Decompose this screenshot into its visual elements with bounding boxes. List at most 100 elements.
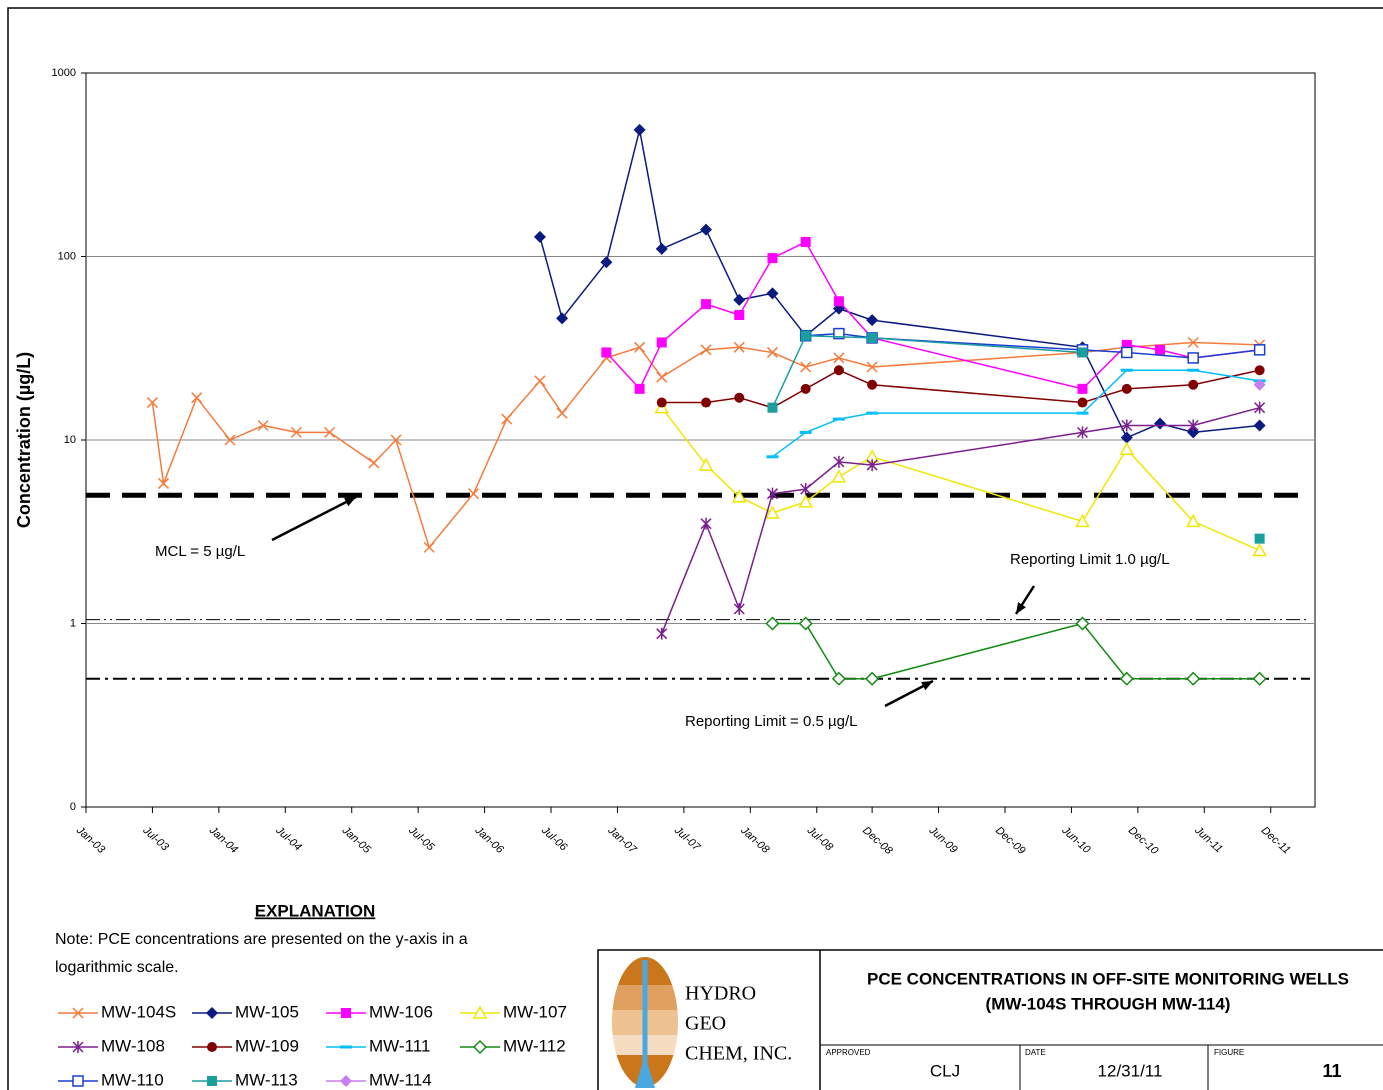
marker [146,397,158,409]
x-tick-label: Dec-08 [860,824,895,857]
marker [833,352,845,364]
marker [700,344,712,356]
marker [767,253,778,264]
marker [656,337,667,348]
marker [533,230,546,243]
marker [1121,346,1133,359]
x-tick-label: Jul-04 [273,824,304,854]
marker [1252,671,1267,686]
marker [1187,336,1199,349]
marker [1253,344,1266,356]
field-value: 12/31/11 [1098,1061,1163,1080]
marker [733,293,746,306]
marker [1119,671,1134,686]
x-tick-label: Jan-08 [738,824,772,857]
series-line [605,240,1260,391]
legend-entry: MW-105 [192,1002,299,1021]
marker [1120,431,1133,444]
y-tick-label: 0 [70,801,76,813]
marker [1077,383,1088,394]
annotation: Reporting Limit = 0.5 µg/L [685,713,858,730]
arrow-head [1016,602,1026,614]
field-label: DATE [1025,1048,1046,1057]
annotation: Reporting Limit 1.0 µg/L [1010,551,1170,568]
marker [765,505,780,519]
marker [472,1005,488,1019]
marker [1187,419,1199,432]
marker [798,494,813,508]
marker [206,1007,218,1019]
marker [701,397,712,408]
marker [800,483,812,496]
legend-entry: MW-114 [326,1070,432,1089]
company-name: GEO [685,1013,726,1035]
marker [766,287,779,300]
marker [833,327,845,340]
marker [833,455,845,468]
x-tick-label: Jan-07 [605,824,639,857]
marker [191,392,203,404]
field-label: FIGURE [1214,1048,1244,1057]
marker [1252,542,1267,557]
marker [798,616,813,631]
marker [207,1042,217,1052]
x-tick-label: Jul-06 [538,824,570,854]
field-label: APPROVED [826,1048,871,1057]
explanation-heading: EXPLANATION [255,901,376,920]
marker [600,256,613,269]
marker [340,1075,352,1087]
marker [601,347,612,358]
legend-entry: MW-113 [192,1070,298,1089]
marker [1185,513,1201,528]
marker [1186,671,1201,686]
marker [833,365,844,376]
marker [423,541,435,553]
marker [634,383,645,394]
legend-entry: MW-104S [58,1002,176,1021]
legend-label: MW-106 [369,1002,433,1021]
marker [656,397,667,408]
marker [1188,379,1199,390]
marker [656,627,668,640]
arrow-head [344,497,356,507]
marker [633,123,646,136]
marker [733,341,745,353]
arrow [271,495,357,542]
x-tick-label: Jan-06 [472,824,506,857]
marker [734,392,745,403]
marker [72,1041,84,1053]
marker [1119,441,1135,456]
series-line [539,129,1260,439]
marker [833,296,844,307]
marker [1075,616,1090,631]
marker [556,312,569,325]
marker [534,375,546,387]
field-value: CLJ [930,1061,960,1080]
marker [1077,347,1088,358]
x-tick-label: Jul-07 [671,824,703,854]
marker [72,1075,84,1087]
marker [656,371,668,383]
legend-entry: MW-109 [192,1036,299,1055]
x-tick-label: Dec-11 [1259,824,1293,856]
marker [701,299,712,310]
note: logarithmic scale. [55,959,179,976]
marker [224,434,236,446]
marker [831,671,846,686]
legend-entry: MW-111 [326,1036,430,1055]
marker [800,361,812,373]
marker [1187,352,1199,364]
marker [866,314,879,327]
note: Note: PCE concentrations are presented o… [55,931,468,948]
x-tick-label: Jul-08 [804,824,836,854]
marker [390,434,402,446]
marker [1154,344,1165,355]
marker [1253,419,1266,432]
legend-entry: MW-108 [58,1036,165,1055]
legend-label: MW-105 [235,1002,299,1021]
marker [655,242,668,255]
x-tick-label: Dec-09 [993,824,1027,857]
marker [556,407,568,419]
company-name: CHEM, INC. [685,1043,792,1065]
